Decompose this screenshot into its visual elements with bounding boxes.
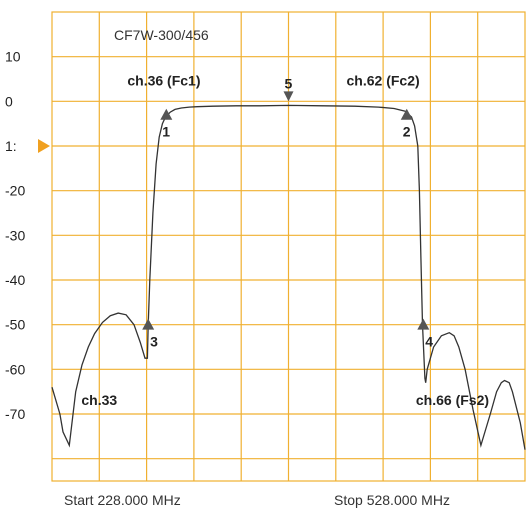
marker-4-triangle <box>417 318 430 330</box>
channel-annotation: ch.36 (Fc1) <box>127 73 200 89</box>
marker-3-label: 3 <box>150 334 158 350</box>
markers: 1 2 3 4 5 <box>142 75 433 350</box>
marker-1-triangle <box>160 108 173 120</box>
marker-4-label: 4 <box>425 334 433 350</box>
stop-frequency: Stop 528.000 MHz <box>334 492 450 508</box>
marker-3-triangle <box>142 318 155 330</box>
y-tick-label: -70 <box>5 406 25 422</box>
chart-title: CF7W-300/456 <box>114 27 209 43</box>
start-frequency: Start 228.000 MHz <box>64 492 181 508</box>
y-tick-label: -20 <box>5 183 25 199</box>
channel-annotation: ch.33 <box>81 392 117 408</box>
marker-2-triangle <box>400 108 413 120</box>
marker-5-triangle <box>283 91 294 102</box>
reference-level-marker <box>38 139 50 153</box>
marker-1-label: 1 <box>162 124 170 140</box>
channel-annotation: ch.62 (Fc2) <box>347 73 420 89</box>
y-tick-label: -60 <box>5 361 25 377</box>
y-tick-label: 1: <box>5 138 17 154</box>
y-tick-label: 10 <box>5 49 21 65</box>
y-tick-label: -40 <box>5 272 25 288</box>
grid <box>52 12 525 481</box>
annotations: ch.36 (Fc1) ch.62 (Fc2) ch.33 ch.66 (Fs2) <box>81 73 489 408</box>
y-tick-label: 0 <box>5 93 13 109</box>
y-tick-label: -50 <box>5 317 25 333</box>
y-axis-ticks: 10 0 1: -20 -30 -40 -50 -60 -70 <box>5 49 25 422</box>
channel-annotation: ch.66 (Fs2) <box>416 392 489 408</box>
marker-2-label: 2 <box>403 124 411 140</box>
y-tick-label: -30 <box>5 227 25 243</box>
marker-5-label: 5 <box>285 75 293 91</box>
plot-frame <box>51 11 526 482</box>
trace-line <box>51 104 526 450</box>
